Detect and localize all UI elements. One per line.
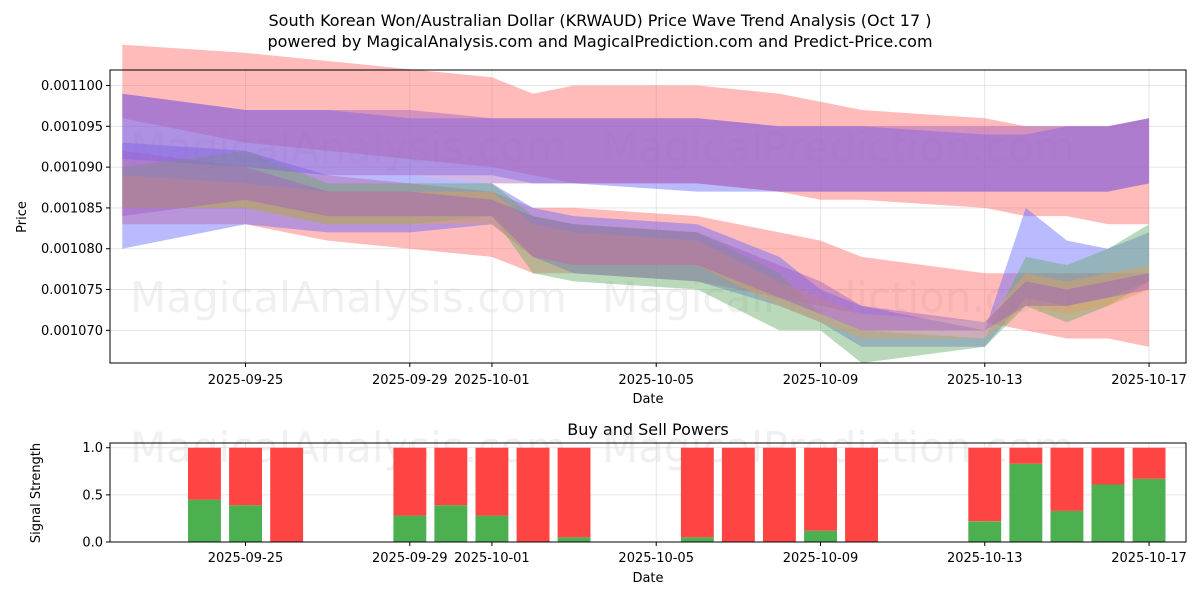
x-tick-label: 2025-10-13	[947, 373, 1023, 388]
price-chart-frame	[109, 69, 1187, 364]
sell-bar	[475, 447, 509, 516]
sell-bar	[680, 447, 714, 538]
sell-bar	[804, 447, 837, 531]
y-tick-label: 0.0	[82, 536, 103, 551]
buy-bar	[1132, 478, 1166, 542]
signal-chart-frame	[109, 442, 1187, 543]
price-chart-watermarks: MagicalAnalysis.com MagicalPrediction.co…	[130, 123, 1075, 322]
buy-bar	[680, 537, 714, 542]
buy-bar	[188, 499, 221, 542]
signal-chart-y-label: Signal Strength	[29, 443, 44, 543]
sell-bar	[188, 447, 221, 500]
sell-bar	[968, 447, 1002, 522]
buy-bar	[434, 505, 468, 542]
orange-wave-band	[122, 175, 1149, 339]
sell-bar	[557, 447, 591, 538]
watermark-prediction: MagicalPrediction.com	[602, 273, 1075, 322]
sell-bar	[1132, 447, 1166, 479]
buy-bar	[393, 515, 427, 542]
buy-bar	[1009, 463, 1043, 542]
purple-wave-band	[122, 159, 1149, 331]
x-tick-label: 2025-09-29	[372, 551, 448, 566]
sell-bar	[1091, 447, 1125, 485]
blue-wave-band	[122, 142, 1149, 347]
x-tick-label: 2025-10-17	[1111, 551, 1187, 566]
y-tick-label: 0.001070	[41, 324, 103, 339]
x-tick-label: 2025-10-05	[618, 551, 694, 566]
sell-bar	[1009, 447, 1043, 464]
red-upper-band	[122, 44, 1149, 225]
buy-bar	[968, 521, 1002, 542]
y-tick-label: 0.001100	[41, 79, 103, 94]
sell-bar	[229, 447, 262, 506]
chart-title-line2: powered by MagicalAnalysis.com and Magic…	[267, 32, 932, 51]
sell-bar	[434, 447, 468, 506]
green-wave-band	[122, 150, 1149, 363]
watermark-analysis: MagicalAnalysis.com	[130, 273, 567, 322]
red-lower-band	[122, 150, 1149, 347]
buy-bar	[229, 505, 262, 542]
x-tick-label: 2025-10-13	[947, 551, 1023, 566]
y-tick-label: 0.001080	[41, 242, 103, 257]
x-tick-label: 2025-10-17	[1111, 373, 1187, 388]
x-tick-label: 2025-09-25	[208, 551, 284, 566]
price-chart-y-label: Price	[15, 201, 30, 233]
x-tick-label: 2025-10-01	[454, 551, 530, 566]
buy-bar	[1050, 510, 1084, 542]
price-chart: MagicalAnalysis.com MagicalPrediction.co…	[15, 44, 1187, 407]
y-tick-label: 0.5	[82, 488, 103, 503]
blue-upper-band	[122, 93, 1149, 192]
price-chart-x-ticks: 2025-09-25 2025-09-29 2025-10-01 2025-10-05…	[208, 363, 1187, 388]
x-tick-label: 2025-09-25	[208, 373, 284, 388]
y-tick-label: 0.001085	[41, 201, 103, 216]
y-tick-label: 1.0	[82, 441, 103, 456]
sell-bar	[763, 447, 796, 542]
y-tick-label: 0.001095	[41, 120, 103, 135]
sell-bar	[270, 447, 304, 542]
signal-chart-x-label: Date	[632, 571, 663, 586]
price-chart-grid	[110, 70, 1186, 363]
x-tick-label: 2025-10-05	[618, 373, 694, 388]
buy-bar	[804, 530, 837, 542]
signal-chart-x-ticks: 2025-09-25 2025-09-29 2025-10-01 2025-10-05…	[208, 542, 1187, 566]
sell-bar	[1050, 447, 1084, 511]
sell-bar	[393, 447, 427, 516]
chart-title-line1: South Korean Won/Australian Dollar (KRWA…	[269, 11, 932, 30]
watermark-analysis: MagicalAnalysis.com	[130, 123, 567, 172]
x-tick-label: 2025-10-01	[454, 373, 530, 388]
buy-bar	[1091, 484, 1125, 542]
price-chart-y-ticks: 0.001070 0.001075 0.001080 0.001085 0.001090…	[41, 79, 110, 339]
signal-chart-y-ticks: 0.0 0.5 1.0	[82, 441, 110, 551]
price-chart-x-label: Date	[632, 392, 663, 407]
signal-chart-title: Buy and Sell Powers	[567, 420, 729, 439]
purple-trend-band	[122, 93, 1149, 192]
buy-bar	[557, 537, 591, 542]
sell-bar	[516, 447, 550, 542]
buy-bar	[475, 515, 509, 542]
y-tick-label: 0.001075	[41, 283, 103, 298]
y-tick-label: 0.001090	[41, 161, 103, 176]
x-tick-label: 2025-10-09	[783, 373, 859, 388]
watermark-prediction: MagicalPrediction.com	[602, 423, 1075, 472]
price-chart-plot-area	[110, 70, 1186, 363]
watermark-prediction: MagicalPrediction.com	[602, 123, 1075, 172]
signal-bars	[188, 447, 1166, 542]
x-tick-label: 2025-09-29	[372, 373, 448, 388]
x-tick-label: 2025-10-09	[783, 551, 859, 566]
sell-bar	[845, 447, 878, 542]
signal-chart: Buy and Sell Powers MagicalAnalysis.com …	[29, 420, 1187, 586]
price-bands	[122, 44, 1149, 363]
sell-bar	[721, 447, 755, 542]
